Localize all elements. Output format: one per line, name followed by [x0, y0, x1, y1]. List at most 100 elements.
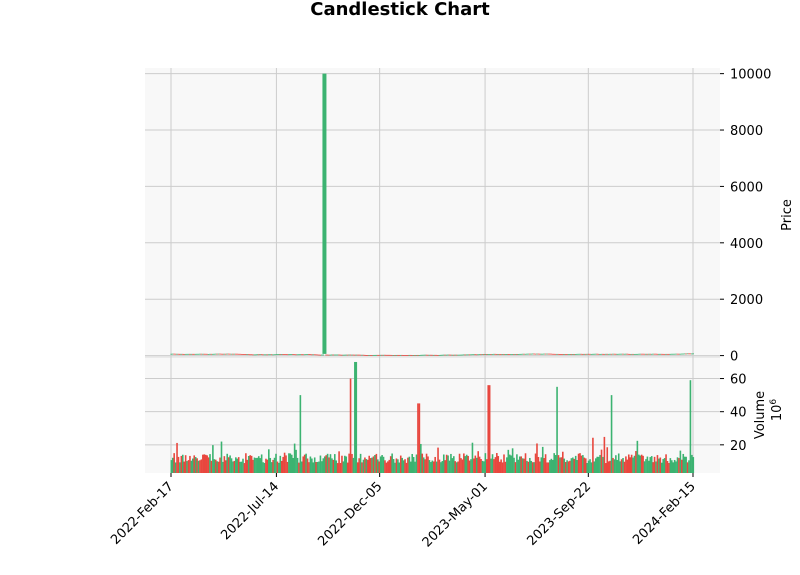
price-candle [421, 354, 423, 356]
volume-bar [508, 454, 511, 473]
price-candle [685, 353, 687, 355]
price-candle [296, 354, 299, 356]
price-candle [570, 354, 573, 355]
volume-bar [683, 456, 686, 473]
volume-bar [171, 457, 174, 473]
price-candle [171, 353, 174, 355]
price-candle [259, 354, 261, 356]
price-candle [573, 354, 575, 355]
volume-bar [204, 454, 207, 473]
volume-bar [207, 457, 210, 473]
volume-bar [368, 455, 371, 473]
volume-bar [325, 455, 327, 473]
volume-bar [613, 459, 616, 473]
price-candle [362, 354, 365, 356]
price-tick-label: 4000 [730, 237, 763, 252]
volume-bar [397, 459, 399, 473]
volume-unit-exponent: 6 [769, 399, 779, 405]
volume-bar [635, 451, 637, 473]
volume-bar [569, 460, 571, 473]
price-candle [590, 353, 593, 355]
price-candle [474, 354, 477, 356]
price-candle [276, 354, 279, 355]
volume-bar [224, 460, 227, 473]
price-candle [315, 354, 317, 356]
volume-bar [524, 453, 527, 473]
price-candle [454, 354, 456, 356]
price-candle [320, 354, 323, 356]
price-candle [292, 354, 294, 355]
price-candle [574, 354, 577, 355]
price-candle [227, 353, 230, 355]
price-candle [415, 354, 418, 356]
price-candle [244, 354, 247, 355]
volume-tick-label: 40 [730, 406, 747, 421]
volume-bar [190, 460, 193, 473]
price-candle [181, 353, 184, 355]
volume-bar [645, 459, 647, 473]
price-candle [199, 353, 201, 355]
volume-bar [292, 457, 294, 473]
volume-bar [658, 458, 660, 473]
price-candle [177, 353, 180, 355]
price-candle [411, 355, 413, 356]
price-candle [382, 354, 385, 356]
price-candle [204, 353, 207, 355]
price-candle [319, 354, 322, 356]
price-candle [612, 353, 614, 355]
volume-bar [474, 455, 477, 473]
price-candle [640, 353, 643, 355]
volume-bar [553, 453, 555, 473]
volume-bar [299, 395, 302, 473]
price-candle [310, 354, 313, 356]
price-candle [262, 354, 264, 356]
price-candle [488, 354, 491, 355]
volume-bar [675, 461, 677, 473]
price-candle [470, 354, 472, 356]
volume-bar [220, 441, 223, 473]
price-candle [236, 353, 238, 355]
volume-bar [564, 462, 567, 473]
price-candle [690, 353, 693, 355]
volume-bar [213, 459, 216, 473]
price-candle [207, 353, 210, 355]
volume-bar [216, 461, 218, 473]
price-candle [656, 353, 659, 355]
volume-bar [461, 459, 464, 473]
volume-tick-label: 20 [730, 439, 747, 454]
volume-bar [672, 462, 675, 473]
volume-bar [633, 455, 636, 473]
volume-bar [692, 457, 695, 473]
volume-bar [463, 453, 465, 473]
price-candle [211, 353, 214, 355]
volume-bar [302, 456, 305, 473]
price-candle [584, 353, 587, 355]
price-candle [516, 353, 518, 355]
price-candle [475, 354, 478, 356]
volume-bar [351, 453, 353, 473]
volume-bar [214, 459, 217, 473]
volume-bar [668, 462, 670, 473]
volume-bar [560, 457, 563, 473]
volume-bar [590, 462, 593, 473]
volume-bar [666, 460, 669, 473]
volume-bar [401, 457, 403, 473]
volume-bar [349, 378, 352, 473]
volume-bar [372, 456, 375, 473]
price-candle [682, 353, 684, 355]
price-candle [349, 354, 352, 356]
price-candle [610, 353, 613, 355]
price-candle [193, 353, 195, 355]
price-candle [270, 354, 273, 356]
volume-bar [200, 459, 203, 473]
volume-bar [366, 459, 369, 473]
price-candle [260, 354, 263, 356]
volume-bar [527, 461, 530, 473]
volume-bar [222, 461, 224, 473]
price-candle [222, 353, 224, 355]
volume-bar [346, 462, 349, 473]
volume-bar [323, 456, 326, 473]
volume-bar [405, 462, 408, 473]
price-candle [513, 354, 515, 355]
volume-bar [470, 459, 472, 473]
